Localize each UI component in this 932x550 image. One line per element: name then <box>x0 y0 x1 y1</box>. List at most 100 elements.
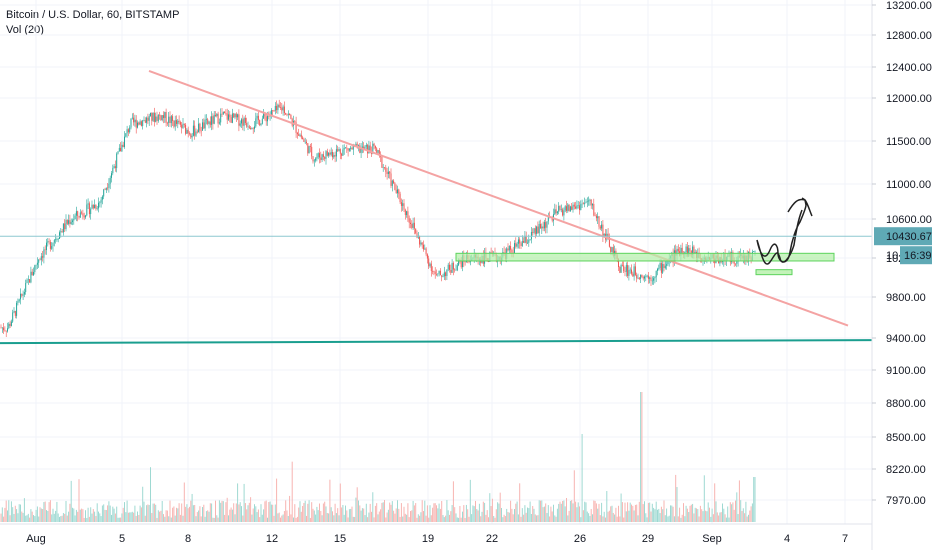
volume-bar <box>187 508 189 522</box>
candle-body <box>610 246 612 252</box>
projection-arrow[interactable] <box>787 197 813 217</box>
candle-body <box>445 272 447 276</box>
volume-bar <box>597 508 599 522</box>
volume-bar <box>62 512 64 522</box>
volume-bar <box>478 503 480 522</box>
price-axis[interactable]: 13200.00 12800.00 12400.00 12000.00 11500.00… <box>871 0 932 550</box>
volume-bar <box>59 516 60 522</box>
candle-body <box>355 143 357 147</box>
volume-indicator-label[interactable]: Vol (20) <box>6 24 44 36</box>
candle-body <box>563 210 565 216</box>
price-tick-label: 9800.00 <box>886 292 926 304</box>
volume-bar <box>218 500 220 522</box>
candle-body <box>644 276 645 279</box>
volume-bar <box>646 517 648 522</box>
volume-bar <box>641 392 643 522</box>
candle-body <box>689 248 691 251</box>
volume-bar <box>332 511 333 522</box>
volume-bar <box>647 502 649 522</box>
candle-body <box>540 223 541 229</box>
volume-bars <box>0 392 756 522</box>
candle-body <box>143 120 145 121</box>
candle-body <box>224 111 226 114</box>
volume-bar <box>675 474 677 522</box>
volume-bar <box>625 511 627 522</box>
candle-body <box>104 189 106 191</box>
candle-body <box>647 275 649 279</box>
volume-bar <box>534 514 536 522</box>
candle-body <box>277 104 279 111</box>
volume-bar <box>311 502 313 522</box>
volume-bar <box>481 511 483 522</box>
volume-bar <box>664 515 666 522</box>
volume-bar <box>620 493 622 522</box>
volume-bar <box>532 505 534 522</box>
candle-body <box>411 223 413 228</box>
volume-bar <box>421 500 423 522</box>
volume-bar <box>476 509 478 522</box>
price-tick-label: 8800.00 <box>886 398 926 410</box>
volume-bar <box>164 516 166 522</box>
candle-body <box>191 135 193 138</box>
volume-bar <box>400 503 402 522</box>
candle-body <box>285 113 287 115</box>
candle-body <box>395 189 397 194</box>
volume-bar <box>203 504 205 522</box>
candle-body <box>426 254 428 259</box>
candle-body <box>510 246 512 250</box>
volume-bar <box>296 516 298 522</box>
time-axis[interactable]: Aug 5 8 12 15 19 22 26 29 Sep 4 7 <box>0 523 872 545</box>
candle-body <box>359 145 361 153</box>
resistance-zone[interactable] <box>455 252 835 262</box>
candle-body <box>316 157 318 159</box>
descending-trendline[interactable] <box>148 70 849 327</box>
projection-zone[interactable] <box>755 269 793 276</box>
volume-bar <box>12 507 14 522</box>
volume-bar <box>381 502 383 522</box>
candle-body <box>360 148 362 153</box>
price-tick-label: 7970.00 <box>886 495 926 507</box>
candle-body <box>317 153 319 158</box>
candle-body <box>389 171 391 174</box>
volume-bar <box>81 508 83 522</box>
candle-body <box>156 116 158 121</box>
volume-bar <box>38 516 40 522</box>
price-tick-label: 9400.00 <box>886 333 926 345</box>
candle-body <box>319 153 320 158</box>
volume-bar <box>612 512 614 522</box>
volume-bar <box>287 515 289 522</box>
volume-bar <box>4 507 6 522</box>
volume-bar <box>445 515 447 522</box>
projection-path[interactable] <box>756 204 807 265</box>
candle-body <box>503 252 505 253</box>
volume-bar <box>385 517 387 522</box>
volume-bar <box>603 511 605 522</box>
volume-bar <box>60 516 62 522</box>
candle-body <box>170 116 172 124</box>
volume-bar <box>295 517 297 522</box>
volume-bar <box>553 504 554 522</box>
volume-bar <box>169 500 171 522</box>
price-tick-label: 11000.00 <box>886 179 931 191</box>
volume-bar <box>222 501 224 522</box>
support-line[interactable] <box>0 339 873 345</box>
volume-bar <box>377 514 379 522</box>
time-tick-label: 12 <box>266 533 278 545</box>
candle-body <box>129 127 131 133</box>
drawings[interactable] <box>0 70 873 345</box>
candle-body <box>109 177 111 184</box>
candle-body <box>641 274 643 277</box>
volume-bar <box>260 504 262 522</box>
symbol-title[interactable]: Bitcoin / U.S. Dollar, 60, BITSTAMP <box>6 9 180 21</box>
volume-bar <box>280 517 281 522</box>
candle-body <box>694 252 696 254</box>
volume-bar <box>242 515 244 522</box>
volume-bar <box>161 500 163 522</box>
volume-bar <box>423 511 424 522</box>
candle-body <box>446 269 448 276</box>
volume-bar <box>549 516 551 522</box>
candle-body <box>9 323 11 327</box>
volume-bar <box>8 500 10 522</box>
candle-body <box>282 106 284 111</box>
